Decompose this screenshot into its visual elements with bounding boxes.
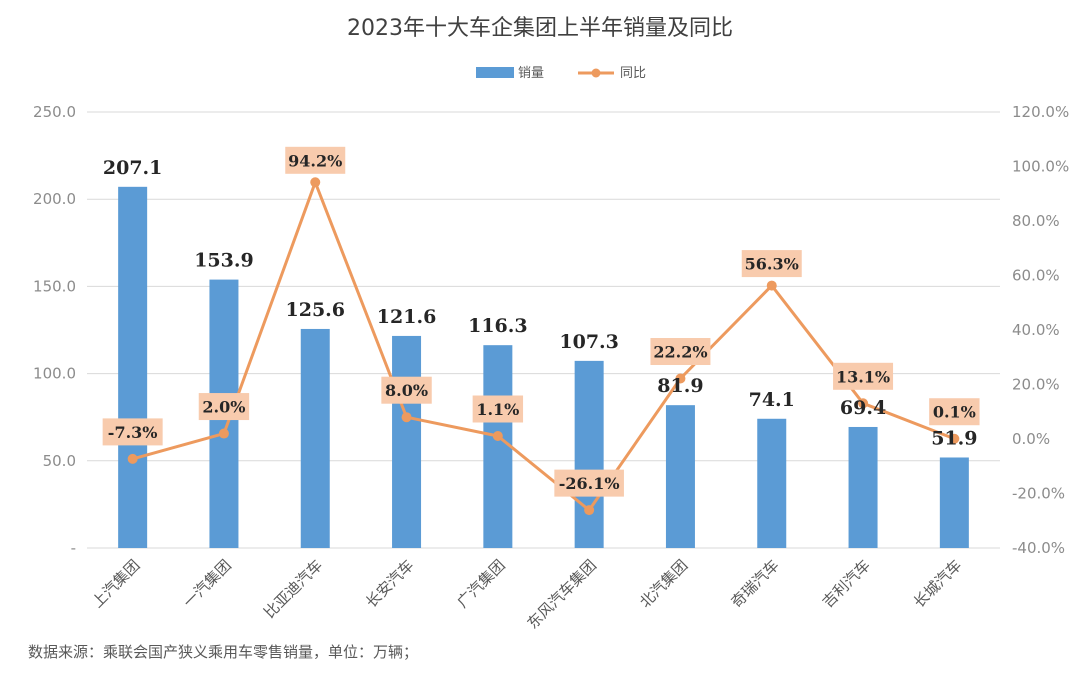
- bar-value-label: 74.1: [749, 389, 795, 411]
- legend-bar-label: 销量: [518, 66, 544, 81]
- left-tick-label: 100.0: [33, 365, 76, 383]
- line-label-box: [102, 418, 163, 446]
- left-axis: - 50.0 100.0 150.0 200.0 250.0: [33, 103, 76, 557]
- line-label-box: [554, 469, 624, 497]
- bar: [939, 457, 969, 548]
- legend-line-marker: [591, 68, 601, 78]
- bar-data-labels: 207.1 153.9 125.6 121.6 116.3 107.3 81.9 74.1 69…: [103, 157, 978, 450]
- bar-value-label: 81.9: [657, 375, 703, 397]
- bar-value-label: 51.9: [931, 427, 977, 449]
- right-tick-label: -40.0%: [1012, 539, 1065, 557]
- right-tick-label: 120.0%: [1012, 103, 1069, 121]
- line-label-box: [285, 146, 346, 174]
- line-point: [584, 505, 595, 516]
- line-point: [401, 412, 412, 423]
- line-value-label: -26.1%: [559, 474, 620, 493]
- line-label-box: [833, 362, 894, 390]
- line-point: [127, 453, 138, 464]
- bar-value-label: 107.3: [559, 331, 619, 353]
- category-label: 北汽集团: [636, 556, 691, 611]
- bar: [574, 360, 604, 548]
- line-value-label: 1.1%: [476, 400, 519, 419]
- line-label-box: [650, 338, 711, 366]
- line-label-box: [198, 393, 250, 421]
- left-tick-label: 150.0: [33, 277, 76, 295]
- category-label: 一汽集团: [180, 556, 235, 611]
- bar: [483, 345, 513, 548]
- right-tick-label: -20.0%: [1012, 485, 1065, 503]
- line-value-label: 94.2%: [288, 151, 342, 170]
- line-label-box: [741, 250, 802, 278]
- line-point: [675, 373, 686, 384]
- bar-value-label: 125.6: [286, 299, 346, 321]
- bar: [300, 328, 330, 548]
- legend-line-label: 同比: [620, 66, 646, 81]
- bar: [665, 405, 695, 548]
- category-label: 比亚迪汽车: [260, 556, 326, 622]
- bar-value-label: 207.1: [103, 157, 163, 179]
- legend: 销量 同比: [476, 66, 646, 81]
- line-value-label: 56.3%: [745, 255, 799, 274]
- line-label-box: [472, 395, 524, 423]
- category-label: 长安汽车: [362, 556, 417, 611]
- category-label: 上汽集团: [88, 556, 143, 611]
- bar: [118, 186, 148, 548]
- category-label: 奇瑞汽车: [727, 556, 782, 611]
- left-tick-label: 250.0: [33, 103, 76, 121]
- category-label: 东风汽车集团: [524, 556, 600, 632]
- line-point: [492, 431, 503, 442]
- bar-value-label: 121.6: [377, 306, 437, 328]
- category-axis: 上汽集团 一汽集团 比亚迪汽车 长安汽车 广汽集团 东风汽车集团 北汽集团 奇瑞汽车 吉利汽车长…: [88, 556, 965, 632]
- line-value-label: 8.0%: [385, 381, 428, 400]
- right-tick-label: 60.0%: [1012, 267, 1060, 285]
- right-tick-label: 80.0%: [1012, 212, 1060, 230]
- line-point: [218, 428, 229, 439]
- line-value-label: 0.1%: [933, 403, 976, 422]
- line-data-labels: -7.3% 2.0% 94.2% 8.0% 1.1% -26.1% 22.2% 56.3% 13…: [102, 146, 980, 497]
- category-label: 长城汽车: [910, 556, 965, 611]
- bar: [848, 426, 878, 548]
- bar: [757, 418, 787, 548]
- gridlines: [87, 111, 1000, 549]
- footnote: 数据来源：乘联会国产狭义乘用车零售销量，单位：万辆；: [28, 643, 418, 661]
- category-label: 广汽集团: [454, 556, 509, 611]
- left-tick-label: 50.0: [43, 452, 76, 470]
- right-tick-label: 100.0%: [1012, 158, 1069, 176]
- bar-value-label: 153.9: [194, 250, 254, 272]
- line-value-label: 2.0%: [202, 398, 245, 417]
- left-tick-label: -: [71, 539, 76, 557]
- line-point: [858, 398, 869, 409]
- bar-value-label: 69.4: [840, 397, 886, 419]
- line-point: [766, 280, 777, 291]
- line-point: [949, 433, 960, 444]
- bar-value-label: 116.3: [468, 315, 528, 337]
- legend-bar-swatch: [476, 67, 514, 78]
- chart-title: 2023年十大车企集团上半年销量及同比: [347, 16, 733, 41]
- line-value-label: 13.1%: [836, 367, 890, 386]
- bar: [392, 335, 422, 548]
- right-tick-label: 40.0%: [1012, 321, 1060, 339]
- left-tick-label: 200.0: [33, 190, 76, 208]
- right-axis: -40.0% -20.0% 0.0% 20.0% 40.0% 60.0% 80.0% 100.…: [1012, 103, 1069, 557]
- line-point: [310, 177, 321, 188]
- line-series: [127, 177, 960, 516]
- category-label: 吉利汽车: [819, 556, 874, 611]
- line-label-box: [381, 376, 432, 404]
- yoy-line: [132, 180, 955, 512]
- right-tick-label: 0.0%: [1012, 430, 1050, 448]
- line-value-label: -7.3%: [108, 423, 158, 442]
- line-label-box: [929, 398, 980, 426]
- right-tick-label: 20.0%: [1012, 376, 1060, 394]
- line-value-label: 22.2%: [653, 343, 707, 362]
